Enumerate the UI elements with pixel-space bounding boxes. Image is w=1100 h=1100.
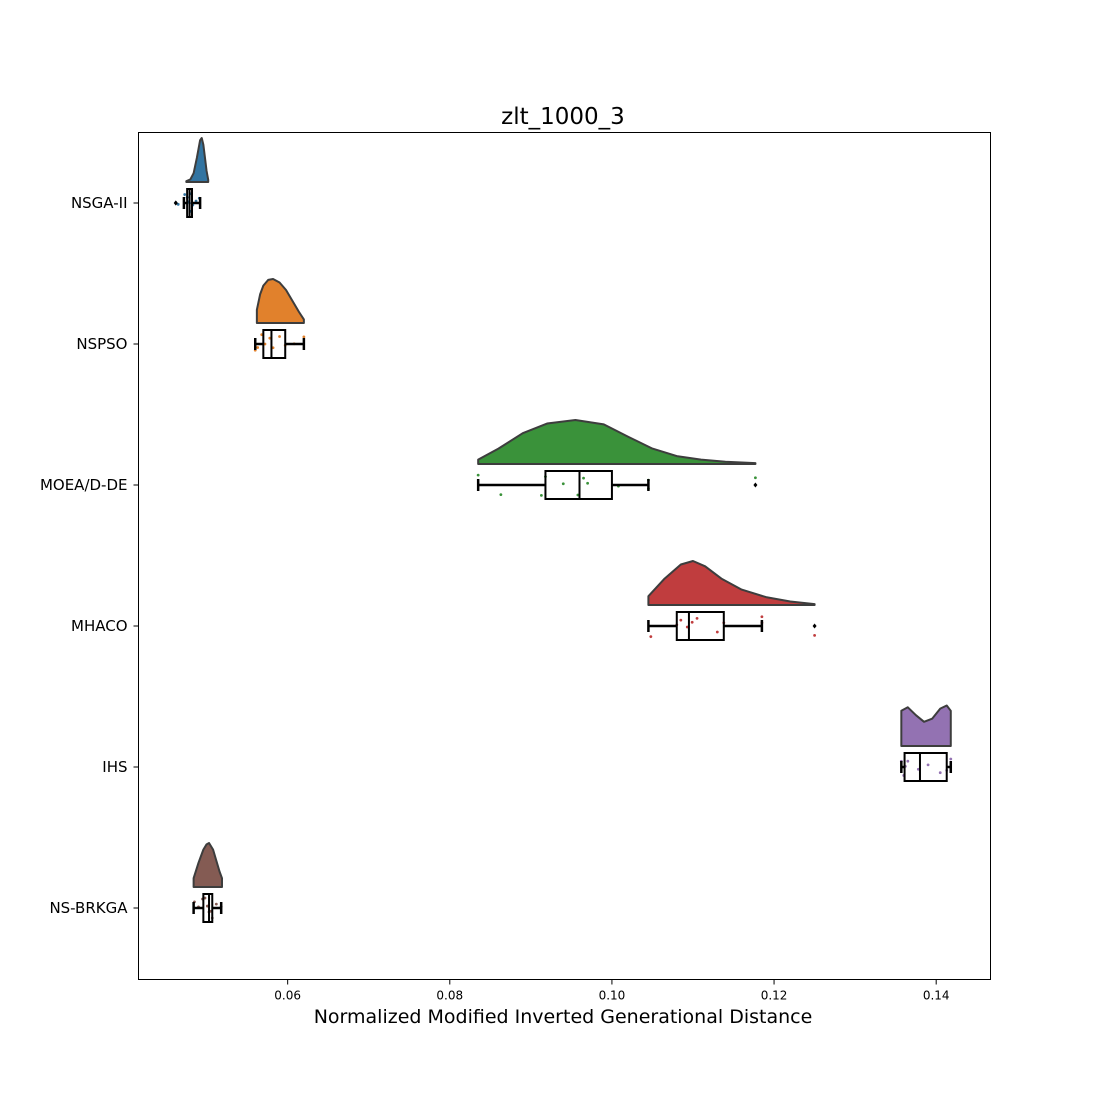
data-point (649, 635, 653, 639)
data-point (586, 481, 590, 485)
data-point (476, 473, 480, 477)
plot-area (173, 137, 953, 923)
plot-frame (138, 132, 991, 980)
x-tick-label: 0.14 (923, 989, 950, 1003)
data-point (539, 493, 543, 497)
box-iqr (202, 893, 214, 923)
data-point (754, 476, 757, 480)
data-point (926, 763, 930, 767)
density-cloud (255, 278, 305, 324)
x-axis: 0.06 0.08 0.10 0.12 0.14 (274, 979, 950, 1003)
series-group (476, 419, 758, 500)
x-tick-label: 0.06 (274, 989, 301, 1003)
data-point (582, 476, 585, 480)
y-tick-label: MOEA/D-DE (40, 476, 128, 494)
x-axis-label: Normalized Modified Inverted Generationa… (314, 1006, 813, 1028)
data-point (715, 630, 719, 634)
series-group (899, 704, 953, 782)
data-point (499, 493, 503, 497)
x-tick-label: 0.10 (599, 989, 626, 1003)
data-point (176, 202, 180, 206)
density-cloud (647, 560, 816, 606)
outlier-marker (173, 200, 178, 206)
y-tick-label: NSGA-II (71, 194, 128, 212)
data-point (302, 335, 306, 339)
data-point (214, 902, 218, 906)
x-tick-label: 0.12 (761, 989, 788, 1003)
data-point (194, 199, 198, 203)
box-iqr (262, 329, 287, 359)
data-point (906, 759, 910, 763)
data-point (690, 620, 694, 624)
y-axis: NSGA-II NSPSO MOEA/D-DE MHACO IHS NS-BRKGA (40, 194, 139, 917)
data-point (679, 618, 683, 622)
y-tick-label: NSPSO (76, 335, 127, 353)
box-iqr (675, 611, 725, 641)
outlier-marker (753, 482, 758, 488)
data-point (256, 346, 260, 349)
data-point (183, 193, 187, 196)
data-point (813, 633, 816, 637)
data-point (760, 615, 764, 619)
series-group (173, 137, 210, 218)
density-cloud (900, 704, 952, 747)
y-tick-label: IHS (102, 758, 127, 776)
series-group (253, 278, 306, 359)
density-cloud (185, 137, 210, 183)
density-cloud (192, 842, 223, 888)
data-point (938, 771, 942, 775)
data-point (695, 616, 699, 620)
box-iqr (903, 752, 948, 782)
data-point (949, 757, 953, 761)
outlier-marker (812, 623, 817, 629)
y-tick-label: NS-BRKGA (49, 899, 128, 917)
x-tick-label: 0.08 (436, 989, 463, 1003)
density-cloud (477, 419, 757, 465)
data-point (561, 482, 565, 486)
chart-title: zlt_1000_3 (501, 104, 625, 130)
series-group (647, 560, 817, 641)
data-point (278, 335, 281, 338)
y-tick-label: MHACO (71, 617, 128, 635)
series-group (192, 842, 223, 923)
